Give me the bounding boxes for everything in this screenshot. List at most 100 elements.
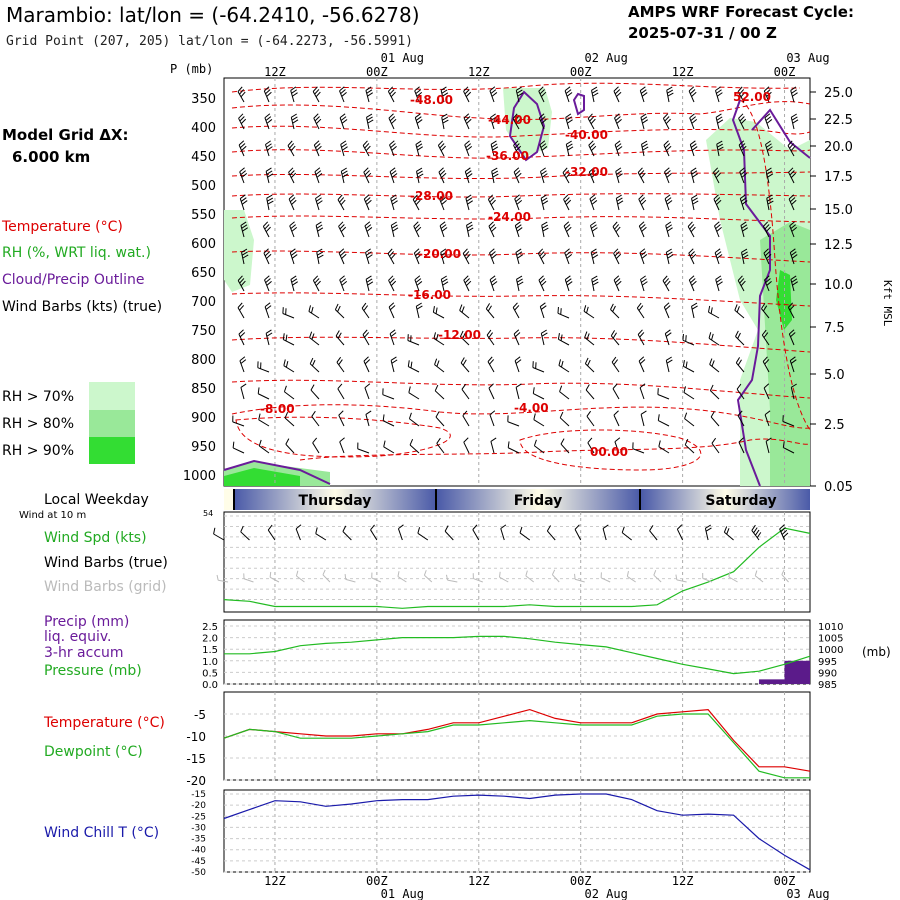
- height-tick-label: 0.05: [824, 480, 853, 495]
- wind-barb: [438, 167, 447, 184]
- wind-barb: [615, 167, 623, 184]
- wind-barb: [507, 415, 520, 427]
- surface-wind-barb: [574, 524, 582, 541]
- surface-wind-barb: [267, 524, 276, 541]
- isotherm: [231, 336, 811, 353]
- wind-barb: [462, 410, 470, 427]
- legend-wind: Wind Barbs (kts) (true): [2, 299, 162, 315]
- wind-barb: [289, 221, 298, 238]
- precip-label: Precip (mm): [44, 614, 129, 630]
- wind-barb: [283, 385, 295, 400]
- wind-barb: [262, 221, 271, 238]
- pressure-tick-label: 1005: [818, 634, 843, 645]
- wind-barb: [258, 413, 270, 427]
- wind-barbs-layer: [232, 86, 799, 454]
- isotherm: [519, 429, 702, 471]
- surface-wind-barb: [546, 525, 556, 541]
- grid-wind-barb: [728, 571, 738, 583]
- wind-barb: [533, 413, 545, 427]
- wind-barb: [738, 113, 747, 130]
- wind-barb: [560, 438, 570, 454]
- wind-barb: [611, 356, 620, 373]
- wind-barb: [313, 140, 322, 157]
- wind-barb: [591, 86, 599, 103]
- grid-wind-barb: [754, 570, 764, 583]
- wind-barb: [636, 302, 645, 319]
- wind-barb: [513, 329, 521, 346]
- wind-barb: [390, 194, 398, 211]
- wind-barb: [459, 330, 470, 346]
- height-tick-label: 25.0: [824, 86, 853, 101]
- wind-barb: [389, 167, 398, 184]
- wind-barb: [662, 275, 671, 292]
- wind-barb: [440, 275, 449, 292]
- height-axis-label: Kft MSL: [881, 280, 894, 327]
- wind-barb: [688, 248, 697, 265]
- isotherm: [231, 149, 811, 159]
- wind-barb: [714, 248, 723, 265]
- wind-barb: [238, 140, 247, 157]
- wind-barb: [764, 113, 773, 130]
- wind-barb: [436, 437, 445, 454]
- windchill-panel: -15-20-25-30 -35-40-45-50: [191, 789, 811, 878]
- wind-barb: [415, 302, 423, 319]
- wind-barb: [490, 113, 498, 130]
- wind-barb: [765, 167, 774, 184]
- wind-barb: [463, 437, 470, 454]
- wind-barb: [414, 113, 423, 130]
- wind-barb: [408, 412, 420, 427]
- wind-barb: [460, 357, 470, 373]
- wind-barb: [257, 361, 270, 373]
- wind-barb: [387, 86, 396, 103]
- wind-barb: [664, 194, 673, 211]
- wind-barb: [387, 248, 396, 265]
- surface-wind-barb: [779, 524, 789, 541]
- surface-wind-barb: [676, 524, 684, 541]
- wind-panel-frame: [223, 511, 811, 613]
- wind-barb: [239, 167, 248, 184]
- wind-barb: [665, 248, 674, 265]
- wind-barb: [388, 113, 397, 130]
- grid-wind-barb: [626, 571, 636, 583]
- wind-barb: [639, 383, 646, 400]
- wind-barb: [682, 360, 695, 373]
- pressure-tick-label: 700: [191, 295, 216, 310]
- height-tick-label: 10.0: [824, 278, 853, 293]
- height-tick-label: 2.5: [824, 418, 845, 433]
- windchill-tick-label: -20: [191, 801, 206, 811]
- wind-at-10m-label: Wind at 10 m: [19, 510, 86, 521]
- wind-barb: [715, 275, 723, 292]
- cloud-outline-path: [731, 99, 771, 487]
- wind-barb: [465, 194, 474, 211]
- wind-barb: [463, 275, 472, 292]
- wind-barb: [241, 248, 249, 265]
- wind-barb: [664, 167, 672, 184]
- height-tick-label: 12.5: [824, 238, 853, 253]
- wind-barb: [737, 86, 746, 103]
- height-tick-label: 22.5: [824, 113, 853, 128]
- wind-barb: [532, 387, 545, 400]
- surface-wind-barb: [315, 527, 327, 541]
- precip-tick-label: 1.5: [202, 645, 218, 656]
- wind-barb: [688, 86, 697, 103]
- wind-barb: [739, 194, 748, 211]
- wind-barb: [585, 384, 595, 400]
- height-tick-label: 15.0: [824, 203, 853, 218]
- wind-barb: [613, 248, 622, 265]
- wind-barb: [736, 383, 745, 400]
- height-tick-label: 17.5: [824, 170, 853, 185]
- pressure-line: [224, 635, 811, 675]
- legend-temperature: Temperature (°C): [1, 219, 123, 235]
- weekday-segment: [437, 489, 640, 510]
- top-time-label: 12Z: [672, 65, 694, 79]
- wind-barb: [565, 113, 573, 130]
- windchill-line: [223, 793, 811, 871]
- temperature-tick-label: -5: [194, 708, 206, 722]
- wind-barb: [639, 248, 648, 265]
- wind-barb: [714, 221, 722, 238]
- windchill-label: Wind Chill T (°C): [44, 825, 159, 841]
- wind-barb: [558, 359, 570, 373]
- wind-barb: [310, 384, 320, 400]
- wind-barb: [587, 437, 595, 454]
- wind-barb: [588, 140, 597, 157]
